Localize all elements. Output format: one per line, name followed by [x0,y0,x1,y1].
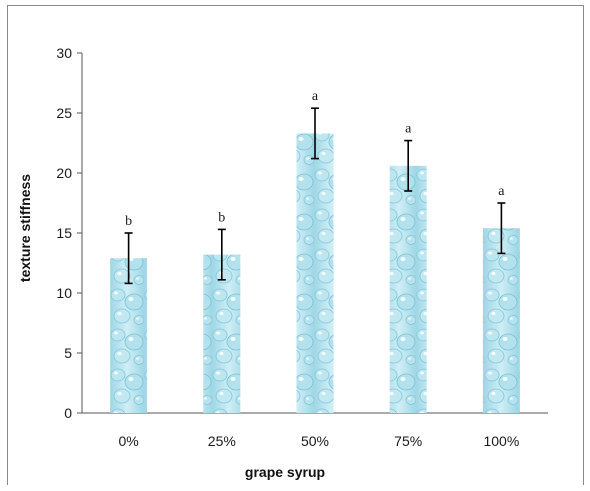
significance-label: a [405,122,412,137]
significance-label: a [312,89,319,104]
chart-frame: 0 5 10 15 20 25 30 b 0% b 25% a 50% a 75% a 100% texture… [7,5,584,485]
bar-chart: 0 5 10 15 20 25 30 b 0% b 25% a 50% a 75% a 100% texture… [17,45,548,480]
y-tick-label: 10 [56,285,72,301]
x-tick-label: 100% [483,433,519,449]
y-axis-title: texture stiffness [17,174,33,282]
x-tick-label: 0% [118,433,138,449]
bar [296,133,334,413]
significance-label: b [218,210,225,225]
bar [482,228,520,413]
significance-label: a [498,184,505,199]
bars-layer [110,107,520,413]
labels-layer: 0 5 10 15 20 25 30 b 0% b 25% a 50% a 75% a 100% [56,45,519,449]
bar [203,254,241,413]
significance-label: b [125,214,132,229]
x-tick-label: 25% [208,433,236,449]
y-tick-label: 0 [64,405,72,421]
y-tick-label: 15 [56,225,72,241]
y-tick-label: 25 [56,105,72,121]
y-tick-label: 20 [56,165,72,181]
x-tick-label: 75% [394,433,422,449]
y-tick-label: 30 [56,45,72,61]
x-tick-label: 50% [301,433,329,449]
y-tick-label: 5 [64,345,72,361]
x-axis-title: grape syrup [245,464,325,480]
bar [389,165,427,413]
